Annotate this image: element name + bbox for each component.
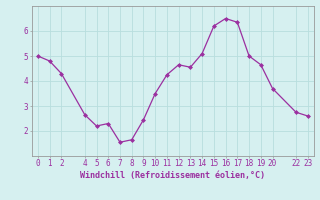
X-axis label: Windchill (Refroidissement éolien,°C): Windchill (Refroidissement éolien,°C) (80, 171, 265, 180)
